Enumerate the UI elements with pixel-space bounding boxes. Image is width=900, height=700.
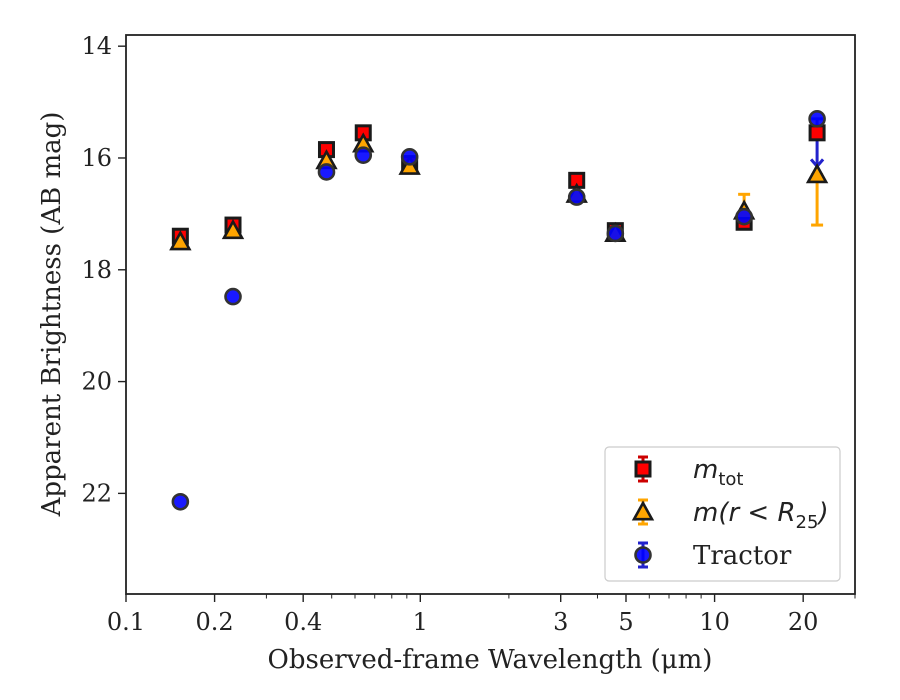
x-tick-label: 5 — [618, 608, 633, 636]
y-tick-label: 20 — [81, 368, 112, 396]
y-tick-label: 16 — [81, 144, 112, 172]
plot-area — [169, 110, 829, 511]
tractor-point — [808, 110, 826, 128]
m-r25-point — [169, 230, 192, 251]
x-tick-label: 3 — [553, 608, 568, 636]
plot-frame — [125, 34, 856, 595]
y-tick-label: 22 — [81, 479, 112, 507]
x-tick-label: 1 — [413, 608, 428, 636]
legend-marker-m-r25 — [631, 500, 655, 521]
legend-label-m-tot: mtot — [693, 455, 743, 490]
tractor-point — [354, 146, 373, 164]
y-tick-label: 18 — [81, 256, 112, 284]
y-tick-label: 14 — [81, 32, 112, 60]
x-axis-label: Observed-frame Wavelength (μm) — [268, 645, 713, 675]
x-tick-label: 0.2 — [196, 608, 234, 636]
tractor-point — [606, 224, 625, 243]
tractor-point — [400, 148, 419, 166]
legend-marker-tractor — [634, 546, 652, 564]
tractor-point — [567, 188, 586, 206]
x-tick-label: 0.1 — [107, 608, 145, 636]
legend-label-tractor: Tractor — [693, 541, 792, 571]
axes: 0.1 0.2 0.4 1 3 5 10 20 14 16 18 20 22 — [81, 32, 856, 636]
legend-marker-m-tot — [634, 460, 652, 478]
tractor-point — [317, 163, 336, 181]
legend: mtot m(r < R25) Tractor — [604, 446, 841, 582]
tractor-point — [735, 207, 753, 226]
m-r25-point — [805, 163, 829, 184]
m-tot-point — [808, 124, 826, 142]
y-axis-label: Apparent Brightness (AB mag) — [37, 112, 67, 518]
x-tick-label: 20 — [788, 608, 819, 636]
tractor-point — [171, 492, 190, 511]
legend-box — [604, 446, 841, 582]
tractor-point — [224, 287, 242, 306]
m-r25-point — [221, 218, 245, 240]
x-tick-label: 10 — [699, 608, 730, 636]
legend-label-m-r25: m(r < R25) — [693, 498, 829, 533]
x-tick-label: 0.4 — [284, 608, 322, 636]
